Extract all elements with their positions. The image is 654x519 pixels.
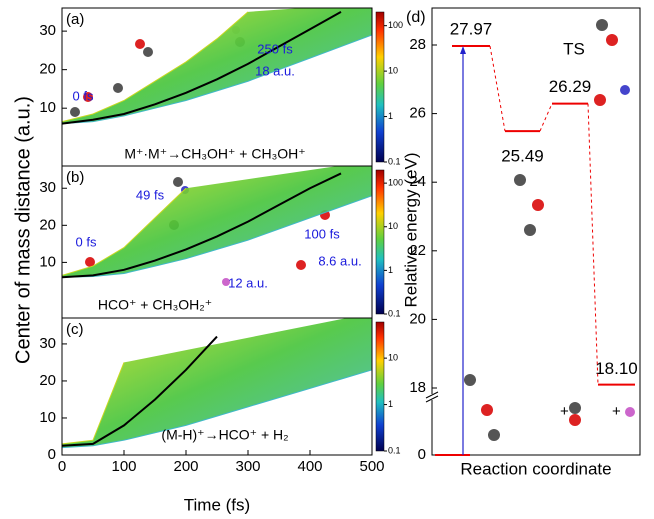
note: 18 a.u.	[255, 63, 295, 78]
y-tick-label: 20	[39, 372, 56, 389]
y-tick-label: 0	[48, 446, 56, 463]
y-tick-label: 28	[409, 36, 426, 53]
x-axis-label: Reaction coordinate	[460, 459, 611, 478]
y-tick-label: 20	[39, 216, 56, 233]
y-tick-label: 18	[409, 379, 426, 396]
figure: Center of mass distance (a.u.) ++ 102030…	[0, 0, 654, 519]
y-tick-label: 0	[418, 446, 426, 463]
y-tick-label: 30	[39, 335, 56, 352]
note: 49 fs	[136, 187, 165, 202]
note: 8.6 a.u.	[318, 253, 361, 268]
x-axis-label: Time (fs)	[184, 495, 250, 514]
colorbar-tick-label: 0.1	[388, 156, 401, 166]
arrow-head	[460, 46, 466, 54]
y-tick-label: 10	[39, 409, 56, 426]
note: 0 fs	[76, 234, 97, 249]
y-tick-label: 30	[39, 179, 56, 196]
colorbar	[376, 12, 384, 162]
note: 100 fs	[304, 226, 340, 241]
annotation: M⁺·M⁺→CH₃OH⁺ + CH₃OH⁺	[124, 146, 305, 162]
y-tick-label: 10	[39, 99, 56, 116]
panel-label: (a)	[66, 11, 84, 28]
colorbar-tick-label: 1	[388, 265, 393, 275]
connector	[588, 104, 598, 385]
plus: +	[612, 403, 621, 420]
colorbar-tick-label: 0.1	[388, 308, 401, 318]
note: 0 fs	[73, 88, 94, 103]
plot-area	[62, 3, 372, 124]
annotation: HCO⁺ + CH₃OH₂⁺	[98, 297, 212, 313]
x-tick-label: 0	[58, 458, 66, 475]
y-tick-label: 30	[39, 22, 56, 39]
colorbar-tick-label: 10	[388, 65, 398, 75]
colorbar	[376, 170, 384, 314]
connector	[490, 46, 505, 131]
panel-label: (c)	[66, 321, 84, 338]
colorbar-tick-label: 100	[388, 20, 403, 30]
panel-label: (d)	[406, 9, 426, 26]
colorbar-tick-label: 1	[388, 111, 393, 121]
note: 250 fs	[257, 41, 293, 56]
x-tick-label: 100	[111, 458, 136, 475]
colorbar	[376, 322, 384, 451]
y-tick-label: 10	[39, 253, 56, 270]
y-tick-label: 20	[39, 61, 56, 78]
x-tick-label: 300	[235, 458, 260, 475]
colorbar-tick-label: 10	[388, 353, 398, 363]
colorbar-tick-label: 1	[388, 399, 393, 409]
note: 12 a.u.	[228, 275, 268, 290]
energy-label: 25.49	[501, 147, 544, 166]
colorbar-tick-label: 0.1	[388, 445, 401, 455]
annotation: (M-H)⁺→HCO⁺ + H₂	[161, 427, 288, 443]
connector	[540, 104, 552, 131]
energy-label: 26.29	[549, 77, 592, 96]
y-tick-label: 20	[409, 310, 426, 327]
energy-label: 27.97	[450, 20, 493, 39]
ts-label: TS	[563, 39, 585, 58]
y-axis-label: Relative energy (eV)	[401, 153, 420, 308]
x-tick-label: 200	[173, 458, 198, 475]
y-axis-label: Center of mass distance (a.u.)	[12, 96, 34, 364]
x-tick-label: 500	[359, 458, 384, 475]
colorbar-tick-label: 10	[388, 221, 398, 231]
x-tick-label: 400	[297, 458, 322, 475]
plus: +	[560, 403, 569, 420]
panel-label: (b)	[66, 169, 84, 186]
y-tick-label: 26	[409, 105, 426, 122]
energy-label: 18.10	[595, 359, 638, 378]
